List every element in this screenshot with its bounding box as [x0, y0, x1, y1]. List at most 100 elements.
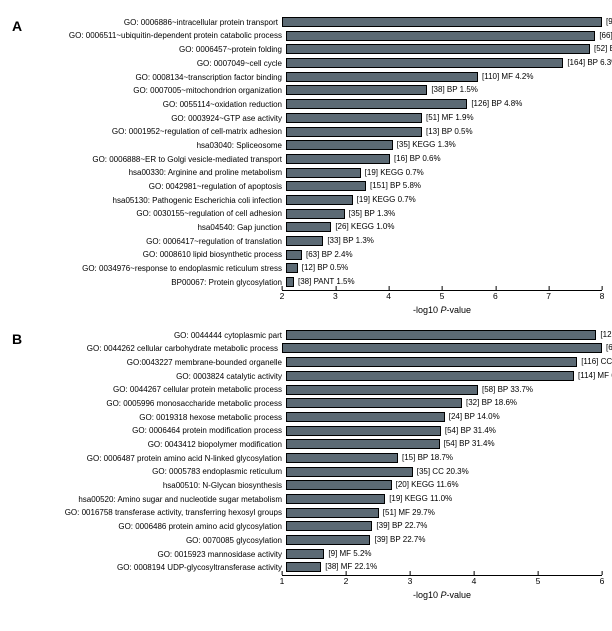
chart-row: GO: 0006886~intracellular protein transp…	[24, 16, 602, 29]
chart-row: hsa00510: N-Glycan biosynthesis [20] KEGG…	[24, 479, 602, 492]
bar-annotation: [52] BP 2.0%	[592, 43, 612, 56]
chart-row: GO: 0030155~regulation of cell adhesion[…	[24, 208, 602, 221]
panel-B: BGO: 0044444 cytoplasmic part[121] CC 70…	[10, 329, 602, 602]
bar-area: [63] BP 2.4%	[286, 249, 602, 262]
bar	[286, 467, 413, 477]
bar-area: [51] MF 1.9%	[286, 112, 602, 125]
category-label: GO: 0008194 UDP-glycosyltransferase acti…	[24, 563, 286, 572]
category-label: hsa03040: Spliceosome	[24, 141, 286, 150]
bar-annotation: [35] BP 1.3%	[347, 208, 396, 221]
bar-annotation: [19] KEGG 0.7%	[355, 194, 416, 207]
bar	[286, 236, 323, 246]
bar-annotation: [164] BP 6.3%	[565, 57, 612, 70]
chart-row: GO:0043227 membrane-bounded organelle[11…	[24, 356, 602, 369]
bar	[286, 480, 392, 490]
chart-row: hsa04540: Gap junction[26] KEGG 1.0%	[24, 221, 602, 234]
bar-area: [114] MF 66.3%	[286, 370, 602, 383]
category-label: GO: 0008134~transcription factor binding	[24, 73, 286, 82]
chart-row: GO: 0006486 protein amino acid glycosyla…	[24, 520, 602, 533]
chart-row: GO: 0006464 protein modification process…	[24, 425, 602, 438]
bar-annotation: [9] MF 5.2%	[326, 548, 371, 561]
x-tick: 4	[386, 291, 391, 301]
bar-annotation: [63] BP 2.4%	[304, 249, 353, 262]
bar	[286, 371, 574, 381]
bar-annotation: [68] BP 39.5%	[604, 342, 612, 355]
bar	[286, 44, 590, 54]
bar-annotation: [32] BP 18.6%	[464, 397, 517, 410]
category-label: GO: 0006511~ubiquitin-dependent protein …	[24, 31, 286, 40]
category-label: hsa00330: Arginine and proline metabolis…	[24, 168, 286, 177]
bar	[286, 535, 370, 545]
category-label: BP00067: Protein glycosylation	[24, 278, 286, 287]
bar-area: [12] BP 0.5%	[286, 262, 602, 275]
category-label: GO: 0003824 catalytic activity	[24, 372, 286, 381]
chart-row: GO: 0006457~protein folding[52] BP 2.0%	[24, 43, 602, 56]
bar	[286, 154, 390, 164]
x-tick: 5	[440, 291, 445, 301]
chart-row: GO: 0055114~oxidation reduction[126] BP …	[24, 98, 602, 111]
category-label: GO: 0005783 endoplasmic reticulum	[24, 467, 286, 476]
bar-area: [9] MF 5.2%	[286, 548, 602, 561]
bar-annotation: [51] MF 29.7%	[381, 507, 435, 520]
bar-chart: GO: 0006886~intracellular protein transp…	[24, 16, 602, 317]
bar-area: [54] BP 31.4%	[286, 438, 602, 451]
category-label: GO:0043227 membrane-bounded organelle	[24, 358, 286, 367]
category-label: GO: 0007049~cell cycle	[24, 59, 286, 68]
bar-annotation: [26] KEGG 1.0%	[333, 221, 394, 234]
bar	[286, 453, 398, 463]
category-label: GO: 0006486 protein amino acid glycosyla…	[24, 522, 286, 531]
bar-area: [39] BP 22.7%	[286, 534, 602, 547]
bar-area: [35] KEGG 1.3%	[286, 139, 602, 152]
bar-area: [32] BP 18.6%	[286, 397, 602, 410]
bar	[286, 508, 379, 518]
bar	[286, 412, 445, 422]
bar-area: [110] MF 4.2%	[286, 71, 602, 84]
bar-area: [164] BP 6.3%	[286, 57, 602, 70]
bar	[286, 330, 596, 340]
bar-area: [126] BP 4.8%	[286, 98, 602, 111]
bar-area: [16] BP 0.6%	[286, 153, 602, 166]
bar-area: [66] BP 2.5%	[286, 30, 602, 43]
bar-area: [121] CC 70.3%	[286, 329, 602, 342]
bar-area: [19] KEGG 0.7%	[286, 167, 602, 180]
category-label: GO: 0008610 lipid biosynthetic process	[24, 250, 286, 259]
category-label: hsa00510: N-Glycan biosynthesis	[24, 481, 286, 490]
chart-row: GO: 0015923 mannosidase activity[9] MF 5…	[24, 548, 602, 561]
bar-area: [68] BP 39.5%	[282, 342, 602, 355]
category-label: GO: 0043412 biopolymer modification	[24, 440, 286, 449]
category-label: GO: 0019318 hexose metabolic process	[24, 413, 286, 422]
x-tick: 4	[472, 576, 477, 586]
bar	[286, 31, 595, 41]
chart-row: GO: 0034976~response to endoplasmic reti…	[24, 262, 602, 275]
bar	[286, 263, 298, 273]
chart-row: GO: 0007005~mitochondrion organization[3…	[24, 84, 602, 97]
bar-area: [26] KEGG 1.0%	[286, 221, 602, 234]
bar-annotation: [20] KEGG 11.6%	[394, 479, 459, 492]
bar	[282, 17, 602, 27]
bar	[286, 209, 345, 219]
bar-area: [20] KEGG 11.6%	[286, 479, 602, 492]
bar-annotation: [16] BP 0.6%	[392, 153, 441, 166]
x-tick: 8	[600, 291, 605, 301]
bar-annotation: [54] BP 31.4%	[443, 425, 496, 438]
bar	[286, 277, 294, 287]
bar-annotation: [35] CC 20.3%	[415, 466, 469, 479]
x-tick: 2	[344, 576, 349, 586]
chart-row: hsa05130: Pathogenic Escherichia coli in…	[24, 194, 602, 207]
chart-row: GO: 0008194 UDP-glycosyltransferase acti…	[24, 561, 602, 574]
bar-area: [151] BP 5.8%	[286, 180, 602, 193]
bar-chart: GO: 0044444 cytoplasmic part[121] CC 70.…	[24, 329, 602, 602]
chart-row: hsa03040: Spliceosome[35] KEGG 1.3%	[24, 139, 602, 152]
bar	[286, 250, 302, 260]
x-tick: 5	[536, 576, 541, 586]
bar-annotation: [13] BP 0.5%	[424, 126, 473, 139]
bar-annotation: [19] KEGG 0.7%	[363, 167, 424, 180]
category-label: GO: 0006464 protein modification process	[24, 426, 286, 435]
bar-annotation: [121] CC 70.3%	[598, 329, 612, 342]
bar-area: [33] BP 1.3%	[286, 235, 602, 248]
bar-area: [52] BP 2.0%	[286, 43, 602, 56]
bar	[286, 58, 563, 68]
bar-annotation: [126] BP 4.8%	[469, 98, 522, 111]
bar-area: [38] MF 22.1%	[286, 561, 602, 574]
bar	[286, 562, 321, 572]
